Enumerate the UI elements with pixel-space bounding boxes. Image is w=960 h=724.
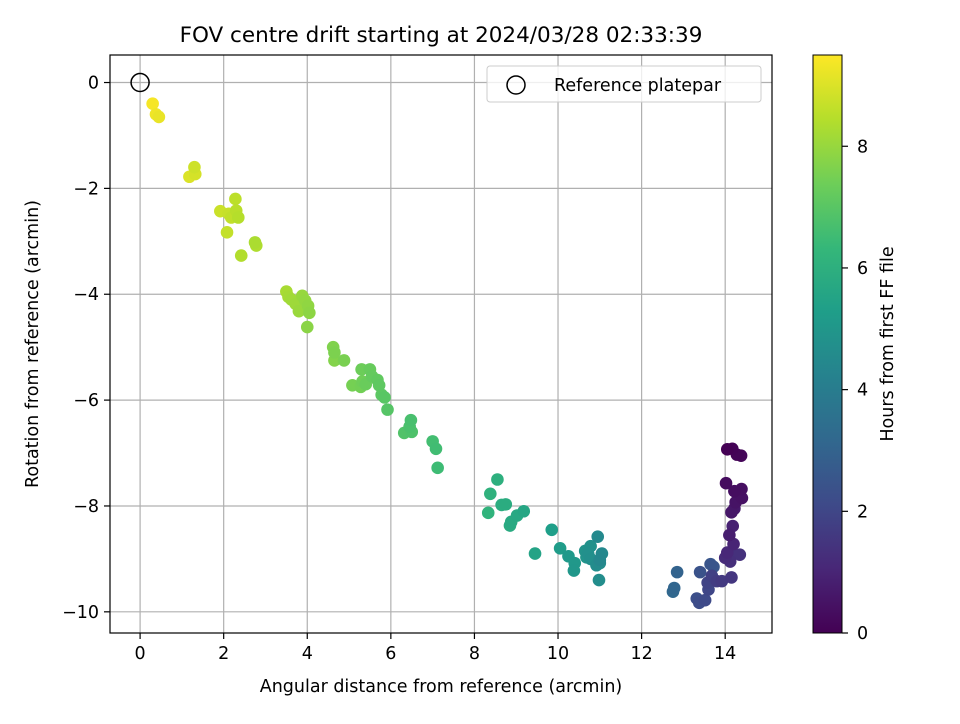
legend-reference-marker — [506, 75, 526, 95]
data-point — [431, 461, 444, 475]
data-point — [381, 403, 394, 416]
data-point — [491, 473, 504, 486]
x-tick-label: 10 — [547, 644, 569, 664]
data-point — [723, 528, 736, 542]
colorbar-ticks: 0 2 4 6 8 — [842, 137, 868, 644]
data-point — [220, 226, 234, 239]
data-point — [378, 391, 391, 404]
colorbar-label: Hours from first FF file — [878, 246, 898, 441]
data-point — [188, 160, 201, 174]
data-point — [328, 346, 341, 359]
x-axis-ticks: 0 2 4 6 8 10 12 14 — [135, 633, 736, 664]
colorbar: 0 2 4 6 8 Hours from first FF file — [812, 54, 898, 644]
y-tick-label: −2 — [73, 179, 99, 199]
x-tick-label: 14 — [714, 644, 736, 664]
data-point — [698, 593, 712, 607]
x-tick-label: 2 — [218, 644, 229, 664]
data-point — [670, 565, 684, 579]
data-point — [484, 487, 497, 501]
data-point — [152, 110, 166, 124]
data-point — [481, 506, 495, 520]
y-tick-label: −6 — [73, 391, 99, 411]
data-point — [725, 571, 738, 584]
data-point — [303, 306, 316, 320]
data-point — [715, 574, 729, 588]
legend-reference-label: Reference platepar — [554, 76, 722, 96]
data-point — [248, 236, 262, 249]
data-point — [229, 192, 242, 206]
data-point — [404, 413, 418, 427]
data-point — [429, 442, 443, 456]
data-point — [292, 304, 306, 318]
reference-platepar-marker — [130, 72, 150, 93]
colorbar-tick-label: 2 — [857, 502, 868, 522]
data-point — [234, 249, 248, 262]
colorbar-gradient — [812, 54, 843, 634]
scatter-points — [146, 97, 749, 610]
y-axis-ticks: 0 −2 −4 −6 −8 −10 — [62, 74, 110, 623]
data-point — [337, 354, 351, 367]
y-tick-label: 0 — [88, 74, 99, 94]
data-point — [545, 523, 559, 537]
data-point — [372, 378, 386, 392]
y-tick-label: −10 — [62, 603, 99, 623]
x-tick-label: 8 — [469, 644, 480, 664]
data-point — [592, 573, 606, 587]
y-tick-label: −8 — [73, 497, 99, 517]
data-point — [553, 542, 567, 555]
y-axis-label: Rotation from reference (arcmin) — [23, 200, 43, 488]
chart-title: FOV centre drift starting at 2024/03/28 … — [180, 23, 703, 48]
y-tick-label: −4 — [73, 285, 99, 305]
x-tick-label: 12 — [630, 644, 652, 664]
colorbar-tick-label: 8 — [857, 137, 868, 157]
plot-area-frame — [109, 54, 773, 634]
data-point — [528, 547, 542, 560]
data-point — [693, 565, 707, 579]
x-tick-label: 0 — [135, 644, 146, 664]
data-point — [499, 498, 513, 511]
x-tick-label: 6 — [385, 644, 396, 664]
data-point — [593, 553, 607, 567]
data-point — [567, 564, 581, 577]
data-point — [591, 530, 605, 543]
data-point — [725, 506, 738, 519]
data-point — [300, 320, 314, 334]
data-point — [667, 581, 681, 595]
data-point — [704, 557, 717, 571]
data-point — [733, 548, 747, 561]
data-point — [517, 504, 531, 518]
data-point — [720, 443, 734, 456]
data-point — [719, 476, 733, 490]
data-point — [728, 484, 741, 498]
colorbar-tick-label: 4 — [857, 381, 868, 401]
grid-lines — [110, 55, 772, 633]
x-tick-label: 4 — [302, 644, 313, 664]
data-point — [146, 97, 159, 110]
legend-box — [486, 65, 762, 103]
colorbar-tick-label: 6 — [857, 259, 868, 279]
x-axis-label: Angular distance from reference (arcmin) — [260, 677, 623, 697]
colorbar-tick-label: 0 — [857, 624, 868, 644]
data-point — [232, 211, 245, 224]
legend: Reference platepar — [486, 65, 762, 103]
